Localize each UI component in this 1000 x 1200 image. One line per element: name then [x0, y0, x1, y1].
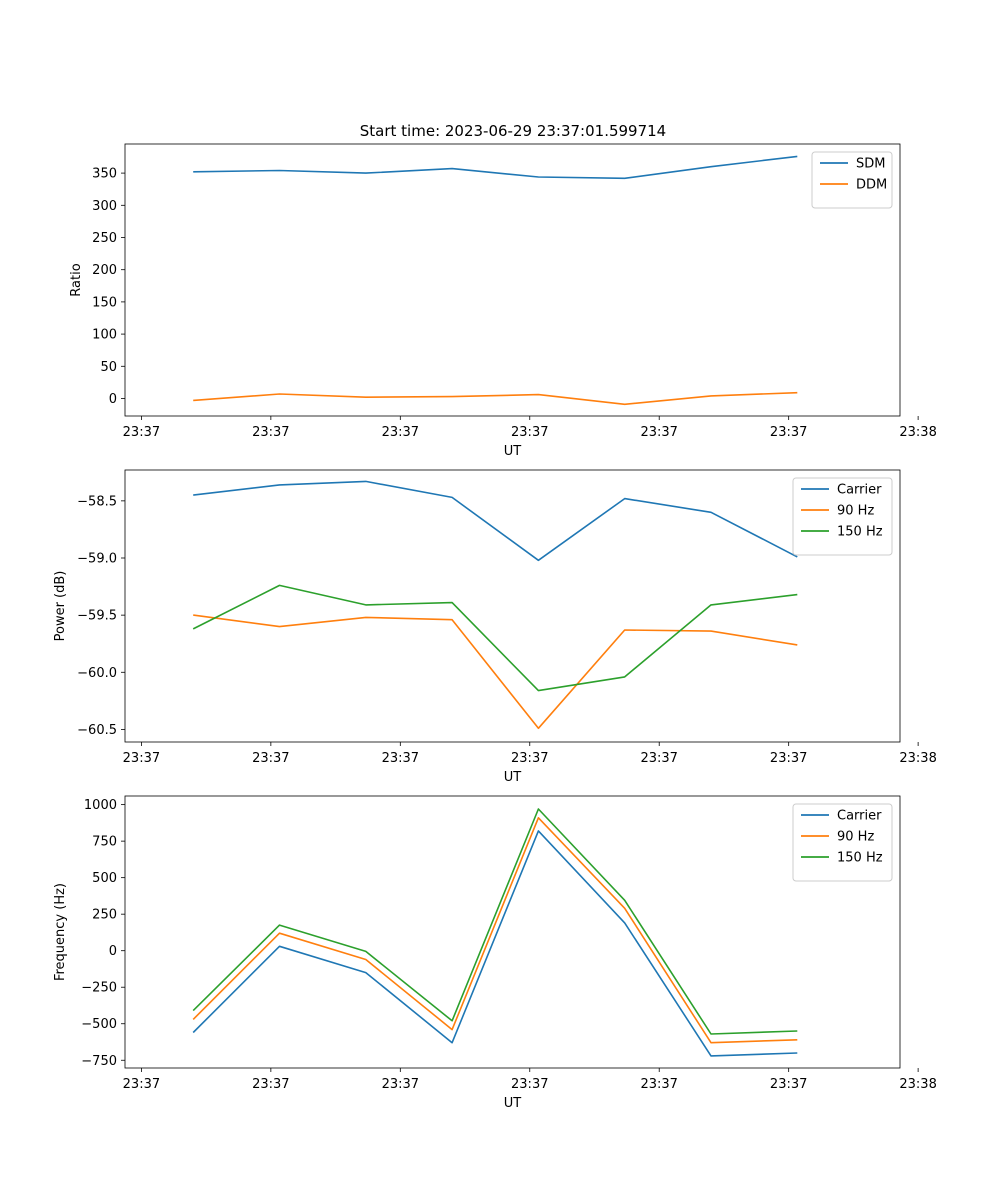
x-tick-label: 23:38: [899, 751, 936, 766]
legend-label: Carrier: [837, 809, 882, 824]
y-tick-label: −750: [81, 1054, 117, 1069]
y-tick-label: 0: [109, 944, 117, 959]
y-axis-label: Ratio: [69, 263, 84, 296]
chart-panel-3: −750 −500 −250 0 250 500 750 1000 23:37 23:37 23:3…: [53, 795, 937, 1111]
y-tick-label: −59.0: [77, 552, 117, 567]
x-tick-label: 23:37: [123, 425, 160, 440]
y-tick-label: 350: [92, 167, 117, 182]
x-tick-label: 23:37: [382, 1077, 419, 1092]
legend-label: 150 Hz: [837, 525, 883, 540]
legend-label: DDM: [856, 178, 887, 193]
x-tick-label: 23:37: [252, 1077, 289, 1092]
chart-panel-1: 0 50 100 150 200 250 300 350 23:37 23:37 23:37 23:3…: [69, 143, 937, 459]
series-line-90-hz: [192, 816, 798, 1044]
y-tick-label: −500: [81, 1017, 117, 1032]
legend: Carrier 90 Hz 150 Hz: [792, 803, 893, 882]
series-line-150-hz: [192, 808, 798, 1035]
y-tick-label: 0: [109, 392, 117, 407]
series-line-ddm: [193, 391, 798, 406]
legend-box: [792, 803, 893, 882]
y-tick-label: −250: [81, 981, 117, 996]
x-tick-label: 23:37: [252, 425, 289, 440]
legend-box: [792, 477, 893, 556]
legend-label: 90 Hz: [837, 504, 874, 519]
x-tick-label: 23:37: [511, 1077, 548, 1092]
x-tick-label: 23:37: [511, 425, 548, 440]
x-tick-label: 23:37: [770, 751, 807, 766]
axes-frame: [124, 143, 901, 417]
y-tick-label: 250: [92, 231, 117, 246]
y-tick-label: 200: [92, 263, 117, 278]
y-tick-label: 150: [92, 295, 117, 310]
x-tick-label: 23:37: [770, 1077, 807, 1092]
x-tick-label: 23:37: [382, 751, 419, 766]
x-tick-label: 23:38: [899, 425, 936, 440]
series-line-carrier: [192, 830, 798, 1057]
series-line-150-hz: [192, 584, 798, 692]
series-line-sdm: [193, 155, 798, 180]
y-tick-label: −60.0: [77, 666, 117, 681]
legend-box: [811, 151, 893, 209]
x-tick-label: 23:37: [640, 425, 677, 440]
x-tick-label: 23:37: [770, 425, 807, 440]
x-axis-label: UT: [504, 444, 522, 459]
legend-label: 90 Hz: [837, 830, 874, 845]
legend-label: Carrier: [837, 483, 882, 498]
axes-frame: [124, 469, 901, 743]
legend-label: SDM: [856, 157, 885, 172]
legend: Carrier 90 Hz 150 Hz: [792, 477, 893, 556]
y-tick-label: 50: [100, 360, 117, 375]
legend: SDM DDM: [811, 151, 893, 209]
x-tick-label: 23:37: [382, 425, 419, 440]
y-axis-label: Frequency (Hz): [53, 883, 68, 981]
y-tick-label: −60.5: [77, 723, 117, 738]
x-tick-label: 23:37: [123, 1077, 160, 1092]
y-tick-label: 1000: [84, 798, 117, 813]
x-tick-label: 23:37: [640, 751, 677, 766]
legend-label: 150 Hz: [837, 851, 883, 866]
figure-title: Start time: 2023-06-29 23:37:01.599714: [360, 122, 666, 140]
x-tick-label: 23:37: [640, 1077, 677, 1092]
y-tick-label: 250: [92, 908, 117, 923]
y-tick-label: 750: [92, 835, 117, 850]
y-tick-label: −59.5: [77, 609, 117, 624]
x-tick-label: 23:38: [899, 1077, 936, 1092]
y-axis-label: Power (dB): [53, 571, 68, 642]
x-axis-label: UT: [504, 1096, 522, 1111]
y-tick-label: 500: [92, 871, 117, 886]
axes-frame: [124, 795, 901, 1069]
x-tick-label: 23:37: [252, 751, 289, 766]
x-axis-label: UT: [504, 770, 522, 785]
chart-panel-2: −60.5 −60.0 −59.5 −59.0 −58.5 23:37 23:37 23:37…: [53, 469, 937, 785]
series-line-90-hz: [193, 614, 798, 730]
series-line-carrier: [193, 480, 798, 562]
x-tick-label: 23:37: [123, 751, 160, 766]
x-tick-label: 23:37: [511, 751, 548, 766]
y-tick-label: 300: [92, 199, 117, 214]
y-tick-label: 100: [92, 328, 117, 343]
y-tick-label: −58.5: [77, 494, 117, 509]
